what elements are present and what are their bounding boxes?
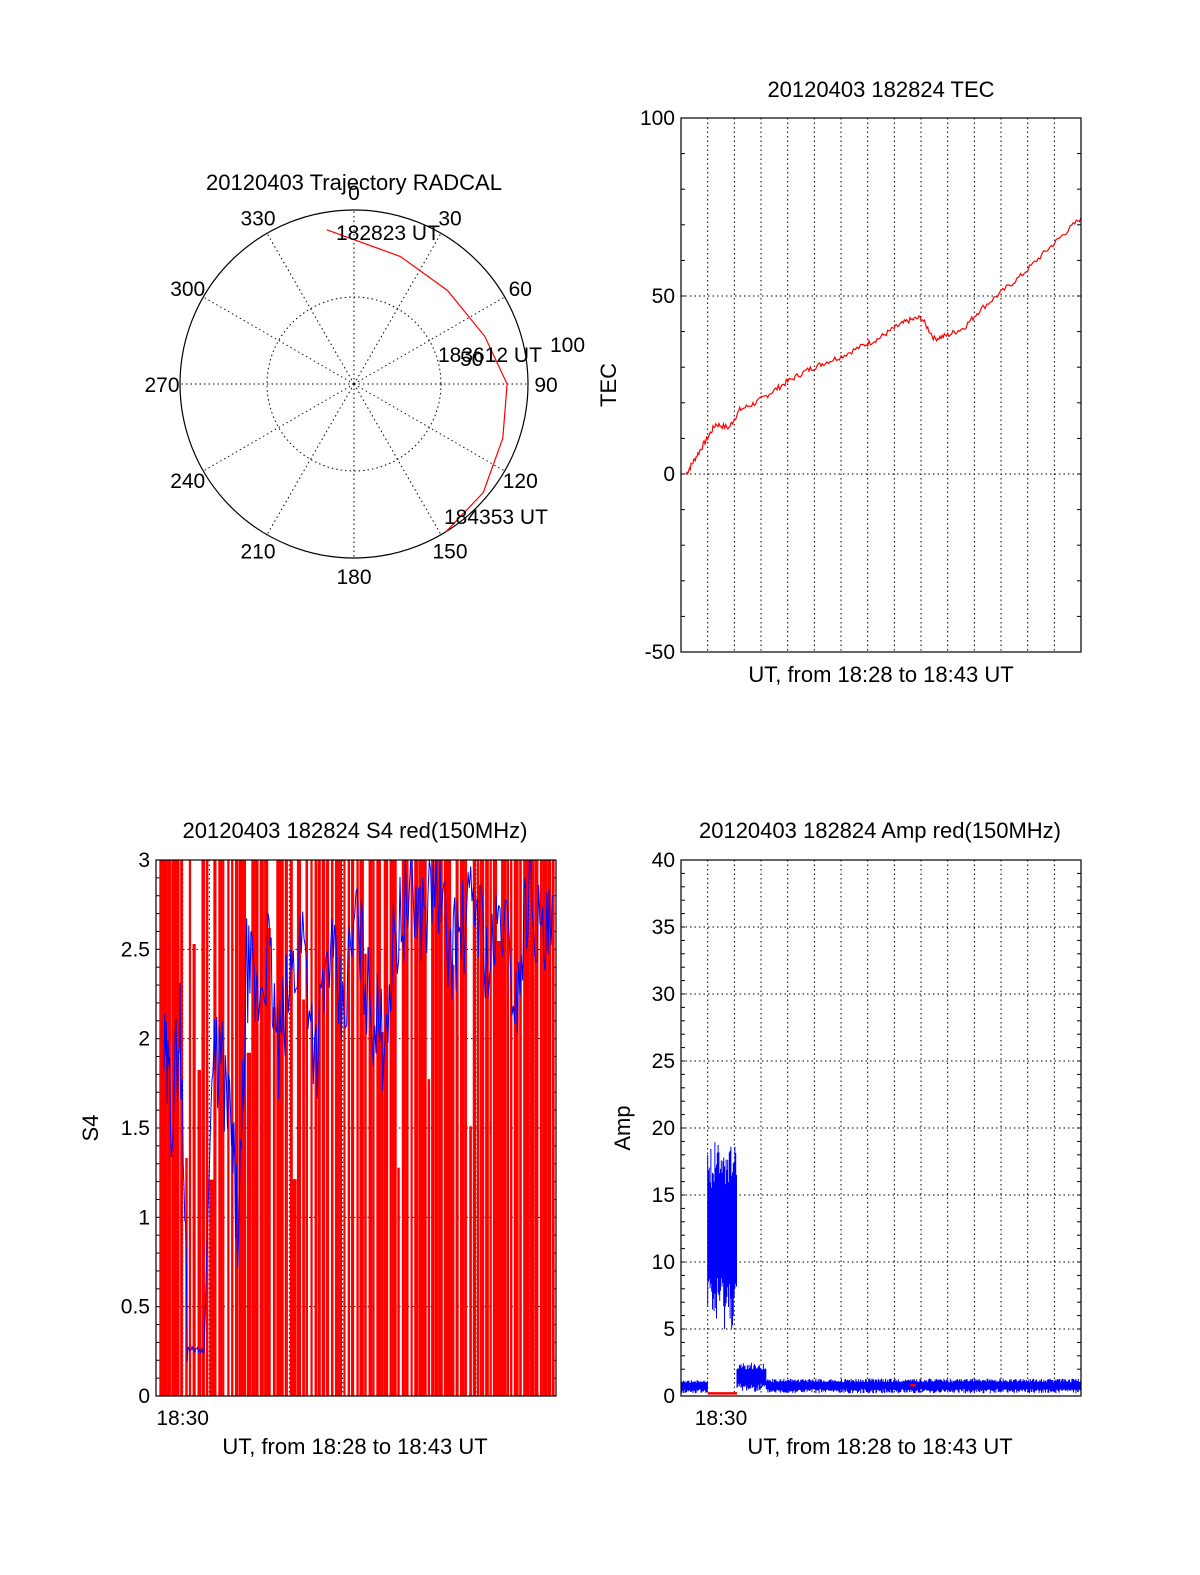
amp-series <box>680 1142 1082 1395</box>
s4-panel: 20120403 182824 S4 red(150MHz) 0 0.5 1 1.5 2… <box>78 818 557 1459</box>
polar-angle-label: 0 <box>348 182 360 205</box>
polar-angle-label: 180 <box>336 566 371 589</box>
amp-x-label: UT, from 18:28 to 18:43 UT <box>747 1434 1012 1459</box>
y-tick-label: 1.5 <box>121 1117 150 1140</box>
y-tick-label: 50 <box>652 285 675 308</box>
track-start-label: 182823 UT <box>336 222 440 245</box>
polar-spoke <box>353 233 442 385</box>
polar-spoke <box>266 233 355 385</box>
y-tick-label: 0.5 <box>121 1296 150 1319</box>
y-tick-label: 3 <box>138 849 150 872</box>
polar-angle-label: 240 <box>170 470 205 493</box>
tec-y-ticks: -50 0 50 100 <box>640 107 675 664</box>
amp-grid <box>681 859 1081 1397</box>
polar-angle-label: 120 <box>503 470 538 493</box>
polar-outer-ring <box>179 209 529 559</box>
y-tick-label: 0 <box>663 1385 675 1408</box>
s4-y-label: S4 <box>78 1115 103 1142</box>
polar-angle-label: 210 <box>240 540 275 563</box>
polar-angle-label: 60 <box>509 278 532 301</box>
polar-angle-label: 330 <box>240 208 275 231</box>
tec-y-label: TEC <box>596 363 621 407</box>
y-tick-label: -50 <box>645 641 675 664</box>
track-end-label: 184353 UT <box>444 506 548 529</box>
y-tick-label: 25 <box>652 1050 675 1073</box>
amp-blue-band <box>765 1378 1082 1394</box>
polar-grid <box>180 210 528 558</box>
tec-grid <box>681 117 1081 653</box>
tec-panel: 20120403 182824 TEC -50 0 50 100 TEC UT, fr… <box>596 77 1082 687</box>
tec-series-line <box>685 217 1082 476</box>
trajectory-track <box>326 229 508 533</box>
trajectory-panel: 20120403 Trajectory RADCAL 0 30 60 90 120 150… <box>144 170 585 589</box>
y-tick-label: 20 <box>652 1117 675 1140</box>
polar-spoke <box>203 296 355 385</box>
s4-x-tick-label: 18:30 <box>156 1407 209 1430</box>
tec-title: 20120403 182824 TEC <box>767 77 994 102</box>
y-tick-label: 15 <box>652 1184 675 1207</box>
s4-title: 20120403 182824 S4 red(150MHz) <box>183 818 528 843</box>
y-tick-label: 2.5 <box>121 938 150 961</box>
y-tick-label: 100 <box>640 107 675 130</box>
trajectory-title: 20120403 Trajectory RADCAL <box>206 170 502 195</box>
s4-red-spikes <box>159 860 555 1396</box>
polar-angle-label: 30 <box>438 208 461 231</box>
y-tick-label: 0 <box>138 1385 150 1408</box>
y-tick-label: 0 <box>663 463 675 486</box>
s4-y-ticks: 0 0.5 1 1.5 2 2.5 3 <box>121 849 150 1408</box>
amp-axes-frame <box>680 859 1082 1397</box>
y-tick-label: 10 <box>652 1251 675 1274</box>
y-tick-label: 5 <box>663 1318 675 1341</box>
polar-spoke <box>353 383 505 472</box>
s4-axes-frame <box>155 859 557 1397</box>
amp-y-ticks: 0 5 10 15 20 25 30 35 40 <box>652 849 675 1408</box>
polar-spoke <box>353 296 505 385</box>
polar-angle-label: 270 <box>144 374 179 397</box>
tec-x-label: UT, from 18:28 to 18:43 UT <box>748 662 1013 687</box>
tec-axes-frame <box>680 117 1082 653</box>
polar-spoke <box>203 383 355 472</box>
polar-angle-label: 150 <box>432 540 467 563</box>
amp-title: 20120403 182824 Amp red(150MHz) <box>699 818 1061 843</box>
y-tick-label: 2 <box>138 1028 150 1051</box>
amp-blue-band <box>736 1362 767 1392</box>
amp-x-tick-label: 18:30 <box>695 1407 748 1430</box>
radius-label-100: 100 <box>550 334 585 357</box>
polar-angle-label: 90 <box>534 374 557 397</box>
y-tick-label: 35 <box>652 916 675 939</box>
y-tick-label: 30 <box>652 983 675 1006</box>
polar-angle-labels: 0 30 60 90 120 150 180 210 240 270 300 330 <box>144 182 557 589</box>
y-tick-label: 1 <box>138 1206 150 1229</box>
y-tick-label: 40 <box>652 849 675 872</box>
s4-x-label: UT, from 18:28 to 18:43 UT <box>222 1434 487 1459</box>
amp-blue-band <box>680 1380 708 1394</box>
s4-blue-series-line <box>163 859 553 1362</box>
radius-label-50: 50 <box>460 348 483 371</box>
amp-panel: 20120403 182824 Amp red(150MHz) 0 5 10 15 20… <box>610 818 1082 1459</box>
amp-y-label: Amp <box>610 1105 635 1150</box>
polar-spoke <box>266 383 355 535</box>
amp-blue-band <box>707 1142 737 1329</box>
track-mid-label: 183612 UT <box>438 344 542 367</box>
polar-spoke <box>353 383 442 535</box>
polar-angle-label: 300 <box>170 278 205 301</box>
